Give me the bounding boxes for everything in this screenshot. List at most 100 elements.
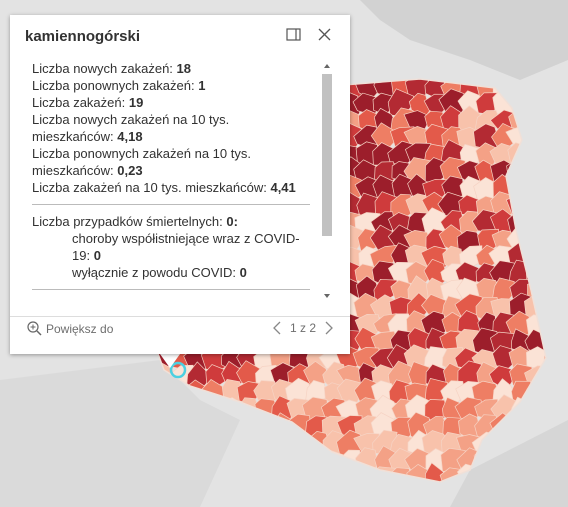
field-label: wyłącznie z powodu COVID:: [72, 265, 237, 280]
county[interactable]: [543, 91, 568, 116]
county[interactable]: [525, 173, 550, 201]
county[interactable]: [271, 468, 299, 489]
field: Liczba nowych zakażeń: 18: [32, 60, 310, 77]
field-label: Liczba przypadków śmiertelnych:: [32, 214, 223, 229]
footer-divider: [10, 316, 350, 317]
county[interactable]: [335, 462, 365, 491]
field-label: Liczba ponownych zakażeń:: [32, 78, 195, 93]
county[interactable]: [526, 258, 549, 284]
county[interactable]: [371, 58, 398, 85]
county[interactable]: [320, 450, 345, 476]
county[interactable]: [507, 142, 535, 170]
county[interactable]: [541, 395, 566, 425]
next-button[interactable]: [324, 321, 334, 335]
county[interactable]: [543, 245, 568, 273]
pager-label: 1 z 2: [289, 321, 316, 335]
county[interactable]: [543, 226, 568, 251]
county[interactable]: [522, 125, 553, 148]
county[interactable]: [354, 466, 383, 492]
icons: [286, 28, 331, 41]
county[interactable]: [541, 327, 566, 354]
field-label: Liczba zakażeń:: [32, 95, 126, 110]
county[interactable]: [544, 110, 565, 137]
county[interactable]: [388, 55, 416, 82]
county[interactable]: [523, 158, 547, 184]
county[interactable]: [233, 466, 262, 491]
field-value: 1: [198, 78, 206, 93]
county[interactable]: [289, 465, 311, 490]
field: Liczba zakażeń: 19: [32, 94, 310, 111]
county[interactable]: [253, 467, 282, 490]
county[interactable]: [323, 462, 349, 490]
field-value: 0: [239, 265, 247, 280]
county[interactable]: [540, 208, 566, 236]
county[interactable]: [523, 142, 549, 166]
county[interactable]: [543, 127, 567, 152]
county[interactable]: [252, 431, 282, 459]
county[interactable]: [541, 178, 568, 201]
land-shade: [0, 360, 240, 507]
sub-field: choroby współistniejące wraz z COVID-19:…: [32, 230, 310, 264]
county[interactable]: [526, 398, 553, 421]
county[interactable]: [545, 278, 566, 302]
county[interactable]: [269, 432, 299, 459]
field-label: Liczba zakażeń na 10 tys. mieszkańców:: [32, 180, 267, 195]
field-value: 0: [93, 248, 101, 263]
dock-button[interactable]: [286, 28, 301, 41]
pager: 1 z 2: [272, 321, 334, 335]
prev-button[interactable]: [272, 321, 282, 335]
county[interactable]: [236, 413, 262, 443]
county[interactable]: [356, 55, 380, 83]
field: Liczba ponownych zakażeń: 1: [32, 77, 310, 94]
county[interactable]: [424, 462, 447, 493]
county[interactable]: [524, 211, 548, 236]
county[interactable]: [272, 449, 297, 474]
field-label: Liczba nowych zakażeń na 10 tys. mieszka…: [32, 112, 230, 144]
county[interactable]: [523, 243, 549, 272]
county[interactable]: [238, 397, 261, 424]
field: Liczba przypadków śmiertelnych: 0:: [32, 213, 310, 230]
county[interactable]: [523, 195, 551, 222]
county[interactable]: [543, 343, 567, 370]
county[interactable]: [528, 93, 551, 118]
county[interactable]: [510, 176, 532, 202]
close-button[interactable]: [318, 28, 331, 41]
county[interactable]: [539, 76, 568, 103]
county[interactable]: [507, 416, 534, 440]
county[interactable]: [441, 59, 464, 85]
county[interactable]: [524, 106, 551, 135]
county[interactable]: [236, 447, 260, 476]
county[interactable]: [539, 360, 567, 390]
county[interactable]: [543, 159, 568, 187]
county[interactable]: [304, 449, 331, 475]
county[interactable]: [542, 140, 566, 171]
county[interactable]: [542, 258, 568, 284]
field: Liczba nowych zakażeń na 10 tys. mieszka…: [32, 111, 310, 145]
county[interactable]: [304, 467, 331, 493]
land-shade: [450, 420, 568, 507]
scrollbar[interactable]: [321, 60, 333, 303]
county[interactable]: [236, 429, 262, 456]
county[interactable]: [524, 224, 549, 254]
divider: [32, 289, 310, 290]
popup-pointer: [160, 354, 180, 368]
county[interactable]: [250, 448, 278, 473]
zoom-to[interactable]: Powiększ do: [27, 321, 113, 336]
zoom-label: Powiększ do: [46, 321, 114, 336]
county[interactable]: [543, 294, 568, 323]
county[interactable]: [541, 378, 566, 408]
county[interactable]: [216, 466, 247, 488]
county[interactable]: [544, 190, 568, 218]
county[interactable]: [541, 311, 566, 341]
land-shade: [360, 0, 568, 80]
county[interactable]: [527, 73, 552, 100]
county[interactable]: [253, 416, 277, 443]
field-value: 4,41: [270, 180, 296, 195]
county[interactable]: [390, 467, 413, 490]
popup-title: kamiennogórski: [25, 28, 141, 45]
popup-content: Liczba nowych zakażeń: 18 Liczba ponownyc…: [32, 60, 310, 303]
county[interactable]: [285, 450, 314, 474]
field-value: 19: [128, 95, 144, 110]
field: Liczba zakażeń na 10 tys. mieszkańców: 4…: [32, 179, 310, 196]
